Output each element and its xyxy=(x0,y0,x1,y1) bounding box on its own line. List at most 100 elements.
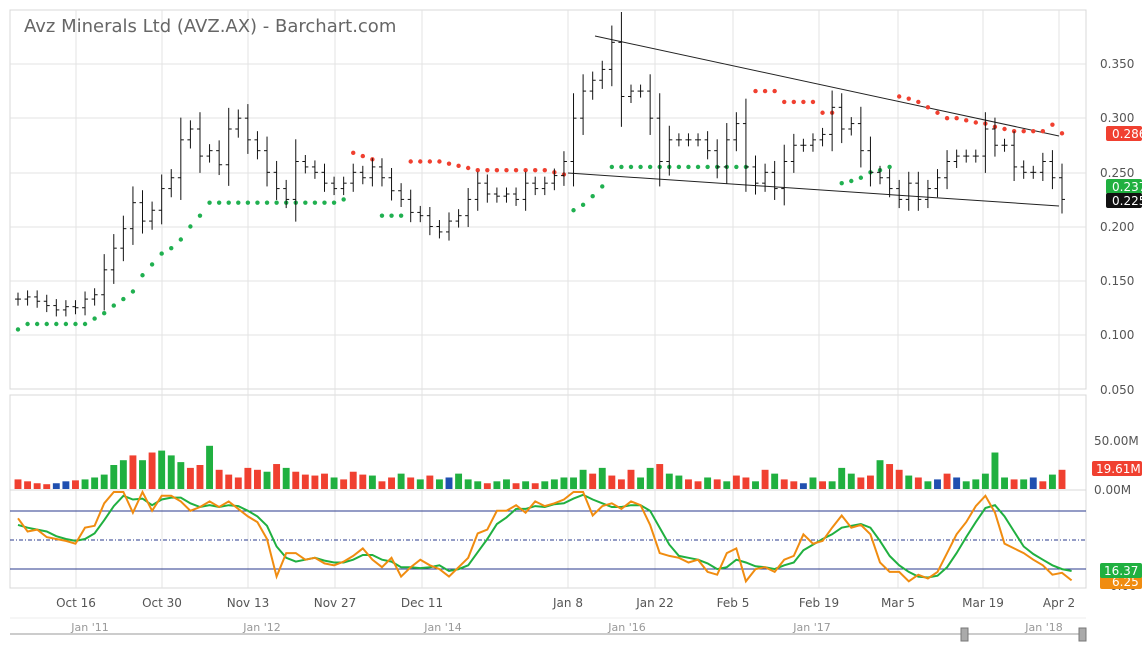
volume-bar xyxy=(292,471,300,489)
volume-bar xyxy=(847,473,855,489)
stoch-d-badge: 16.37 xyxy=(1100,563,1142,578)
volume-bar xyxy=(1029,477,1037,489)
sar-dot xyxy=(609,164,615,170)
sar-dot xyxy=(542,167,547,173)
sar-dot xyxy=(1021,128,1026,134)
volume-bar xyxy=(81,479,89,489)
volume-bar xyxy=(905,475,913,489)
ohlc-bar xyxy=(82,291,89,316)
sar-dot xyxy=(925,105,931,110)
sar-dot xyxy=(801,99,806,105)
volume-bar xyxy=(665,473,673,489)
sar-dot xyxy=(647,164,653,170)
volume-bar xyxy=(857,477,865,489)
volume-bar xyxy=(234,477,242,489)
sar-dot xyxy=(44,321,49,327)
volume-bar xyxy=(943,473,951,489)
sar-dot xyxy=(255,200,260,205)
volume-tick-label: 0.00M xyxy=(1094,483,1131,497)
volume-bar xyxy=(512,483,520,489)
volume-bar xyxy=(311,475,319,489)
navigator-handle-right[interactable] xyxy=(1078,627,1087,642)
volume-bar xyxy=(129,455,137,489)
volume-bar xyxy=(646,467,654,489)
sar-dot xyxy=(839,180,844,186)
volume-bar xyxy=(483,483,491,489)
upper-trendline[interactable] xyxy=(594,35,1060,137)
ohlc-bar xyxy=(924,179,931,209)
volume-bar xyxy=(828,481,836,489)
ohlc-bar xyxy=(225,107,232,186)
volume-bar xyxy=(33,483,41,489)
ohlc-bar xyxy=(991,117,998,157)
sar-dot xyxy=(973,120,978,125)
sar-dot xyxy=(140,273,145,278)
ohlc-bar xyxy=(963,149,970,163)
volume-bar xyxy=(139,460,146,489)
sar-dot xyxy=(849,178,854,184)
volume-bar xyxy=(493,481,501,489)
ohlc-bar xyxy=(532,176,539,196)
volume-bar xyxy=(598,467,606,489)
sar-down-value: 0.286 xyxy=(1112,127,1146,141)
ohlc-bar xyxy=(877,165,884,185)
ohlc-bar xyxy=(446,212,453,241)
volume-bar xyxy=(732,475,740,489)
volume-bar xyxy=(962,481,970,489)
volume-bar xyxy=(924,481,932,489)
ohlc-bar xyxy=(244,104,251,154)
volume-value: 19.61M xyxy=(1096,462,1141,476)
ohlc-bar xyxy=(627,84,634,103)
sar-dot xyxy=(1059,131,1065,136)
sar-dot xyxy=(600,184,605,189)
stoch-d-value: 16.37 xyxy=(1104,564,1138,578)
lower-trendline[interactable] xyxy=(567,172,1060,207)
volume-bar xyxy=(330,477,338,489)
volume-bar xyxy=(522,481,530,489)
volume-bar xyxy=(866,475,874,489)
ohlc-bar xyxy=(513,187,520,206)
ohlc-bar xyxy=(283,179,290,209)
volume-bar xyxy=(550,479,558,489)
volume-tick-label: 50.00M xyxy=(1094,434,1139,448)
ohlc-bar xyxy=(369,158,376,187)
volume-bar xyxy=(570,477,577,489)
ohlc-bar xyxy=(110,234,117,284)
volume-bar xyxy=(752,481,759,489)
ohlc-bar xyxy=(53,299,60,317)
volume-bar xyxy=(761,469,769,489)
navigator-handle-left[interactable] xyxy=(960,627,969,642)
ohlc-bar xyxy=(714,139,721,179)
x-tick-label: Feb 5 xyxy=(717,596,750,610)
ohlc-bar xyxy=(321,163,328,192)
ohlc-bar xyxy=(608,25,615,87)
ohlc-bar xyxy=(522,171,529,211)
ohlc-bar xyxy=(474,171,481,211)
ohlc-bar xyxy=(752,155,759,195)
volume-bar xyxy=(196,465,204,489)
volume-bar xyxy=(368,475,376,489)
sar-dot xyxy=(331,200,337,205)
x-tick-label: Feb 19 xyxy=(799,596,839,610)
ohlc-bar xyxy=(254,131,261,160)
navigator-label: Jan '18 xyxy=(1024,621,1062,634)
stoch-layer xyxy=(17,489,1073,584)
volume-bar xyxy=(637,477,645,489)
ohlc-bar xyxy=(493,187,500,203)
volume-bar xyxy=(560,477,568,489)
sar-dot xyxy=(25,321,30,327)
volume-bar xyxy=(991,452,999,489)
sar-dot xyxy=(456,163,461,169)
ohlc-bar xyxy=(15,292,21,306)
volume-bar xyxy=(953,477,961,489)
sar-dot xyxy=(494,167,500,173)
sar-dot xyxy=(791,99,797,105)
ohlc-bar xyxy=(1001,138,1008,152)
volume-bar xyxy=(148,452,156,489)
ohlc-bar xyxy=(1049,150,1056,190)
time-navigator[interactable]: Jan '11 Jan '12 Jan '14 Jan '16 Jan '17 … xyxy=(10,617,1087,642)
sar-dot xyxy=(226,200,231,205)
navigator-label: Jan '14 xyxy=(423,621,461,634)
sar-dot xyxy=(762,88,768,94)
